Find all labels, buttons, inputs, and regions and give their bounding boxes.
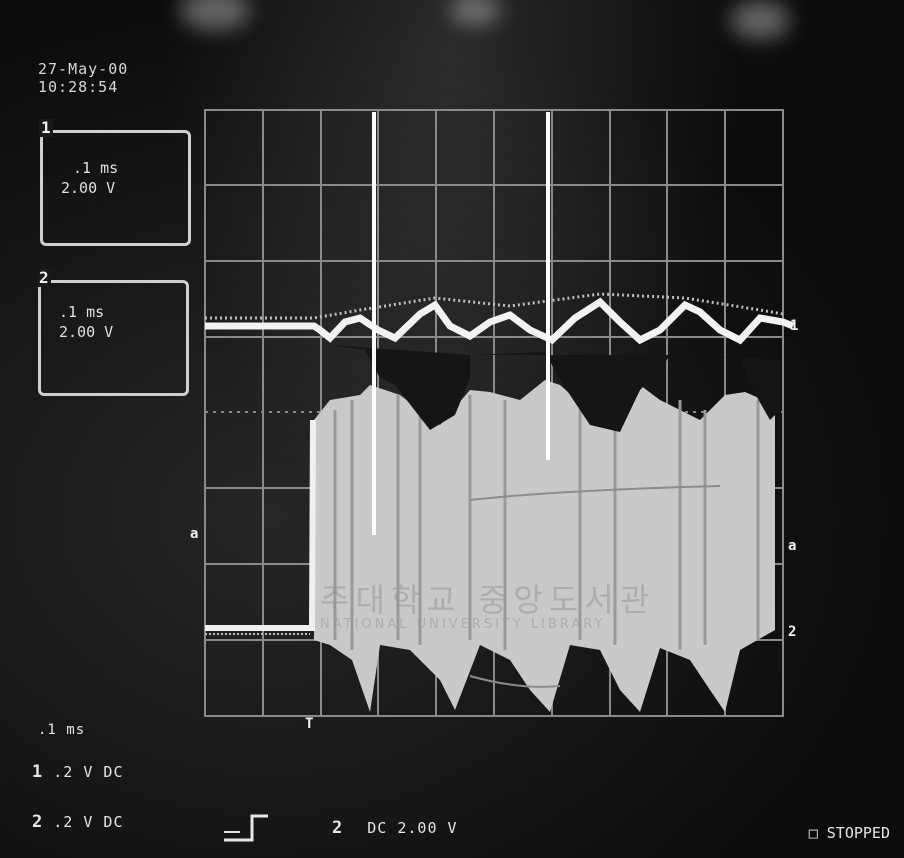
trigger-level-marker: a: [190, 526, 199, 542]
channel-2-baseline: [205, 419, 316, 631]
trigger-readout-text: DC 2.00 V: [367, 819, 458, 837]
date-text: 27-May-00: [38, 60, 129, 78]
curve-artifact: [469, 485, 721, 688]
channel-1-box[interactable]: 1 .1 ms 2.00 V: [39, 119, 191, 246]
channel-1-timediv: .1 ms: [73, 159, 119, 177]
watermark-korean: 주대학교 중앙도서관: [320, 581, 656, 619]
channel-1-voltdiv: 2.00 V: [61, 179, 116, 197]
time-text: 10:28:54: [38, 78, 119, 96]
library-watermark: 주대학교 중앙도서관 NATIONAL UNIVERSITY LIBRARY: [320, 575, 655, 632]
channel-1-number: 1: [39, 118, 53, 137]
light-glare-3: [730, 0, 790, 40]
channel-2-readout: 2 .2 V DC: [32, 812, 124, 832]
timestamp: 27-May-00 10:28:54: [38, 60, 128, 96]
channel-2-spikes: [333, 395, 760, 650]
channel-1-ground-marker: 1: [790, 318, 799, 334]
mid-level-marker: a: [788, 538, 797, 554]
channel-1-readout: 1 .2 V DC: [32, 762, 124, 782]
trigger-edge-icon: [224, 814, 268, 842]
channel-2-readout-number: 2: [32, 812, 44, 832]
light-glare-2: [450, 0, 500, 25]
channel-2-number: 2: [37, 268, 51, 287]
channel-1-readout-text: .2 V DC: [53, 763, 124, 781]
channel-1-readout-number: 1: [32, 762, 44, 782]
trigger-channel-number: 2: [332, 818, 344, 838]
timebase-readout: .1 ms: [38, 722, 86, 738]
vertical-glitch-lines: [372, 112, 550, 535]
trigger-position-marker: T: [305, 716, 314, 732]
channel-2-voltdiv: 2.00 V: [59, 323, 114, 341]
channel-2-dark-notches: [330, 345, 780, 432]
channel-2-readout-text: .2 V DC: [53, 813, 124, 831]
channel-2-envelope: [314, 380, 775, 712]
channel-2-timediv: .1 ms: [59, 303, 105, 321]
channel-2-box[interactable]: 2 .1 ms 2.00 V: [37, 269, 189, 396]
channel-2-ground-marker: 2: [788, 624, 797, 640]
acquisition-status[interactable]: □ STOPPED: [808, 824, 890, 842]
trigger-readout: 2 DC 2.00 V: [332, 818, 458, 838]
watermark-english: NATIONAL UNIVERSITY LIBRARY: [320, 617, 606, 632]
channel-1-trace: [205, 297, 795, 345]
